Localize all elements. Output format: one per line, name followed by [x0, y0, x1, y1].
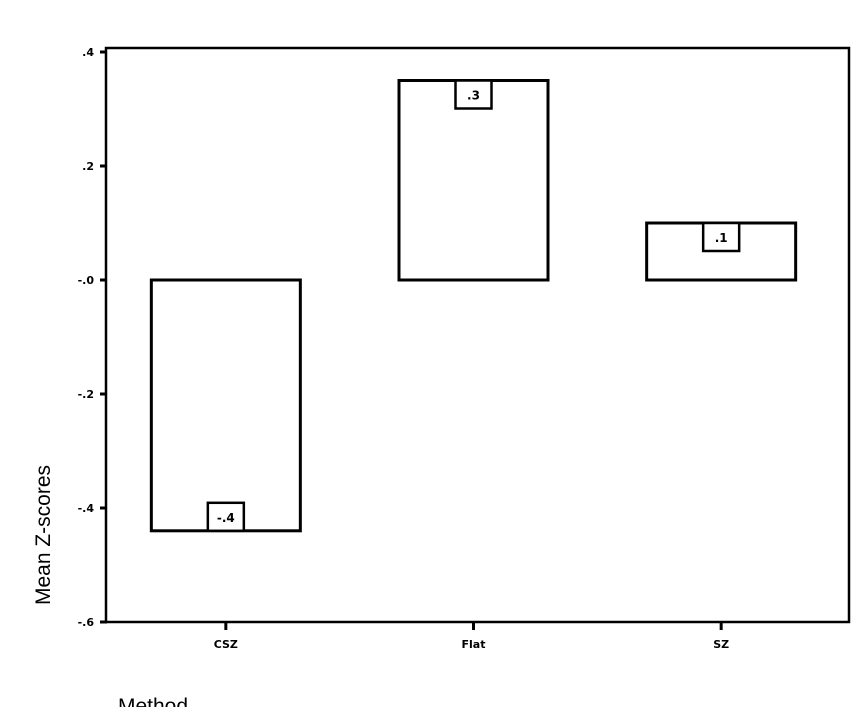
- x-tick-label: CSZ: [214, 638, 238, 651]
- y-tick-label: -.2: [78, 388, 94, 401]
- x-axis: CSZ Flat SZ: [214, 622, 729, 651]
- y-tick-label: .2: [82, 160, 94, 173]
- data-label-box-sz: [701, 221, 741, 253]
- data-label-csz: -.4: [217, 511, 235, 525]
- data-label-sz: .1: [715, 231, 728, 245]
- bars: -.4 .3 .1: [149, 79, 798, 533]
- bar-flat: [397, 79, 550, 282]
- x-tick-label: SZ: [713, 638, 729, 651]
- y-tick-label: -.0: [78, 274, 95, 287]
- y-tick-label: .4: [82, 46, 94, 59]
- data-label-box-flat: [454, 79, 493, 110]
- y-tick-label: -.6: [78, 616, 95, 629]
- data-label-box-csz: [206, 501, 246, 533]
- y-tick-label: -.4: [78, 502, 95, 515]
- y-axis-title: Mean Z-scores: [32, 465, 55, 605]
- x-tick-label: Flat: [462, 638, 486, 651]
- y-axis: .4 .2 -.0 -.2 -.4 -.6: [78, 46, 107, 629]
- plot-frame: [104, 46, 851, 624]
- bar-csz: [149, 278, 302, 533]
- x-axis-title: Method: [118, 695, 188, 707]
- data-label-flat: .3: [467, 89, 480, 103]
